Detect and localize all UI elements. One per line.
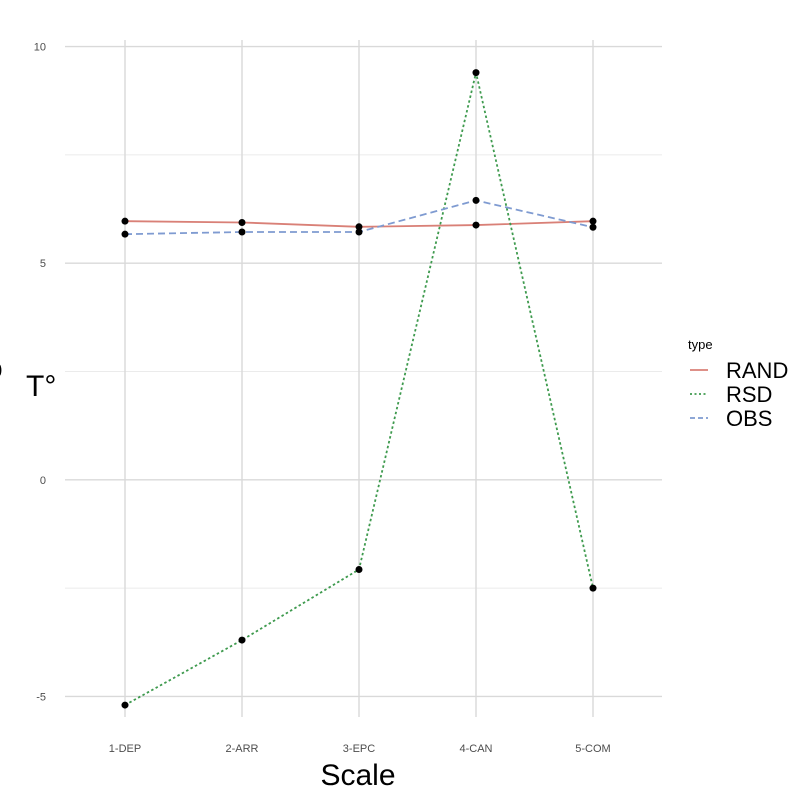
data-points — [121, 69, 597, 709]
y-axis-label-prefix: o — [0, 352, 3, 385]
data-point-obs — [589, 223, 597, 231]
x-tick-labels: 1-DEP 2-ARR 3-EPC 4-CAN 5-COM — [109, 743, 611, 755]
data-point-rsd — [121, 701, 129, 709]
data-point-rsd — [355, 565, 363, 573]
legend-label-rsd: RSD — [726, 382, 772, 407]
y-tick-label: -5 — [36, 691, 46, 703]
grid — [65, 40, 662, 717]
data-point-rand — [472, 221, 480, 229]
x-tick-label: 4-CAN — [459, 743, 492, 755]
y-tick-label: 10 — [34, 42, 46, 54]
data-point-rand — [238, 218, 246, 226]
data-point-rsd — [589, 584, 597, 592]
legend-label-obs: OBS — [726, 406, 772, 431]
x-tick-label: 1-DEP — [109, 743, 141, 755]
data-point-obs — [472, 196, 480, 204]
y-axis-label: T° — [26, 370, 56, 403]
data-point-rsd — [238, 636, 246, 644]
data-point-rand — [121, 217, 129, 225]
x-tick-label: 5-COM — [575, 743, 610, 755]
data-point-obs — [355, 228, 363, 236]
legend-label-rand: RAND — [726, 358, 788, 383]
y-tick-labels: -5 0 5 10 — [34, 42, 46, 704]
x-tick-label: 2-ARR — [225, 743, 258, 755]
data-point-rand — [355, 223, 363, 231]
data-point-rsd — [472, 69, 480, 77]
x-axis-label: Scale — [320, 759, 395, 792]
data-point-rand — [589, 217, 597, 225]
x-tick-label: 3-EPC — [343, 743, 375, 755]
y-tick-label: 0 — [40, 475, 46, 487]
data-point-obs — [238, 228, 246, 236]
legend-title: type — [688, 337, 713, 352]
y-tick-label: 5 — [40, 258, 46, 270]
data-point-obs — [121, 230, 129, 238]
